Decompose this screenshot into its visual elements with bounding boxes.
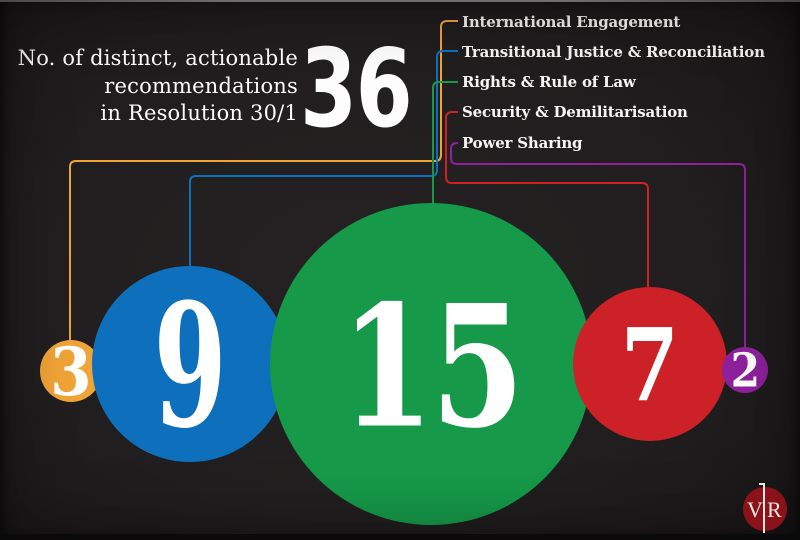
bubble-security-demilitarisation: 7 (573, 287, 727, 441)
bubble-value: 9 (153, 266, 227, 467)
bubble-value: 2 (730, 343, 760, 399)
page-title: No. of distinct, actionable recommendati… (8, 45, 298, 128)
legend-item-power-sharing: Power Sharing (462, 134, 583, 152)
bottom-edge-bar (0, 534, 800, 540)
page-title-line: recommendations (104, 73, 298, 98)
connector-power-sharing (450, 142, 746, 349)
vr-logo-circle (743, 487, 787, 531)
bubble-rights-rule-of-law: 15 (270, 203, 592, 525)
bubble-transitional-justice: 9 (92, 266, 288, 462)
vr-logo-letter-v: V (747, 497, 763, 522)
connector-international-engagement (69, 20, 458, 341)
bubble-international-engagement: 3 (40, 332, 102, 411)
bubble-value: 15 (340, 267, 525, 466)
total-count: 36 (300, 27, 413, 152)
legend-item-security-demilitarisation: Security & Demilitarisation (462, 103, 688, 121)
connector-rights-rule-of-law (432, 81, 458, 204)
bubble-value: 7 (620, 306, 680, 425)
bubble-power-sharing: 2 (722, 343, 768, 399)
vr-logo-stem-serif (759, 483, 765, 485)
connector-transitional-justice (189, 50, 458, 267)
vr-logo-letter-r: R (767, 497, 782, 522)
top-edge-highlight (0, 0, 800, 2)
vr-logo-stem (763, 483, 765, 533)
page-title-line: No. of distinct, actionable (17, 46, 298, 70)
vr-logo: V R (743, 483, 787, 533)
page-title-line: in Resolution 30/1 (100, 101, 298, 125)
legend-item-rights-rule-of-law: Rights & Rule of Law (462, 73, 636, 91)
connector-security-demilitarisation (445, 111, 649, 288)
legend-item-transitional-justice: Transitional Justice & Reconciliation (462, 43, 765, 61)
bubble-value: 3 (50, 332, 92, 411)
legend-item-international-engagement: International Engagement (462, 13, 681, 31)
